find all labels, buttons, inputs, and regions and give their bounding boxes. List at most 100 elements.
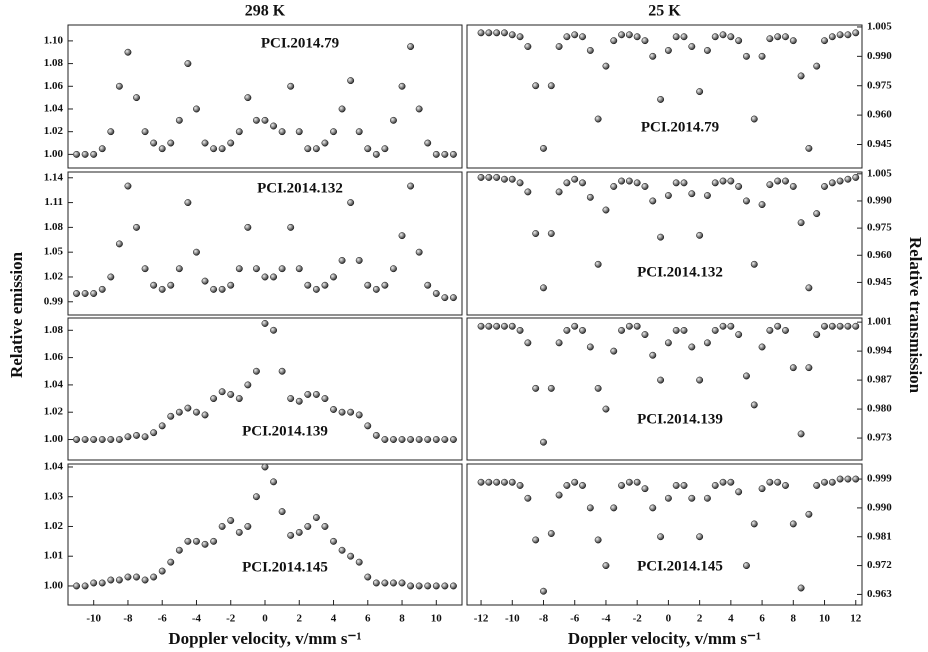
data-point	[372, 285, 380, 293]
data-point	[90, 436, 98, 443]
data-point	[625, 322, 633, 330]
y-tick-label: 0.990	[867, 50, 892, 62]
data-point	[193, 248, 200, 256]
data-point	[633, 179, 641, 187]
data-point	[719, 31, 727, 39]
data-point	[571, 478, 579, 486]
data-point	[73, 582, 81, 590]
x-tick-label: 10	[819, 613, 831, 625]
data-point	[304, 281, 312, 289]
data-point	[449, 436, 457, 443]
data-point	[836, 322, 844, 330]
data-point	[295, 265, 303, 273]
y-tick-label: 0.990	[867, 501, 892, 513]
data-point	[449, 150, 457, 158]
data-point	[844, 322, 852, 330]
data-point	[449, 582, 457, 590]
data-point	[441, 436, 449, 443]
x-tick-label: -6	[570, 613, 580, 625]
data-point	[355, 256, 363, 264]
y-tick-label: 1.00	[44, 433, 64, 445]
data-point	[218, 523, 226, 530]
data-point	[407, 436, 415, 443]
data-point	[73, 150, 81, 158]
x-tick-label: 6	[365, 613, 371, 625]
data-point	[828, 179, 836, 187]
y-tick-label: 0.999	[867, 473, 892, 485]
data-point	[508, 175, 516, 183]
data-point	[295, 128, 303, 136]
y-tick-label: 1.11	[44, 196, 63, 208]
y-tick-label: 1.02	[44, 125, 64, 137]
data-point	[524, 494, 532, 502]
data-point	[158, 145, 166, 153]
data-point	[555, 339, 563, 347]
data-point	[485, 322, 493, 330]
y-tick-label: 1.00	[44, 148, 64, 160]
data-point	[321, 281, 329, 289]
data-point	[415, 248, 423, 256]
data-point	[766, 478, 774, 486]
data-point	[493, 173, 501, 181]
data-point	[719, 322, 727, 330]
y-tick-label: 1.06	[44, 80, 64, 92]
data-point	[680, 179, 688, 187]
data-point	[758, 52, 766, 60]
data-point	[184, 404, 192, 412]
data-point	[227, 391, 235, 398]
data-point	[657, 533, 665, 541]
y-tick-label: 0.975	[867, 222, 892, 234]
data-point	[175, 408, 183, 416]
x-tick-label: 10	[431, 613, 443, 625]
panel-frame	[466, 463, 863, 606]
data-point	[774, 322, 782, 330]
data-point	[821, 37, 828, 45]
x-tick-label: 12	[850, 613, 862, 625]
x-tick-label: -8	[539, 613, 549, 625]
data-point	[287, 82, 295, 90]
data-point	[672, 179, 680, 187]
data-point	[602, 405, 610, 413]
data-point	[278, 367, 286, 375]
data-point	[844, 475, 852, 483]
data-point	[540, 587, 547, 595]
x-tick-label: -8	[123, 613, 133, 625]
data-point	[805, 364, 813, 372]
data-point	[618, 177, 626, 185]
data-point	[398, 579, 406, 587]
data-point	[81, 150, 89, 158]
y-tick-label: 1.04	[44, 103, 64, 115]
data-point	[680, 326, 688, 334]
data-point	[133, 94, 140, 102]
data-point	[657, 95, 665, 103]
data-point	[813, 62, 821, 70]
data-point	[610, 504, 618, 512]
y-axis-label: Relative transmission	[906, 237, 925, 394]
data-point	[774, 478, 782, 486]
data-point	[321, 139, 329, 147]
y-tick-label: 1.005	[867, 20, 892, 32]
data-point	[571, 175, 579, 183]
data-point	[201, 139, 209, 147]
data-point	[672, 326, 680, 334]
data-point	[167, 139, 175, 147]
data-point	[805, 284, 813, 292]
data-point	[852, 29, 860, 37]
panel-label: PCI.2014.132	[637, 264, 723, 280]
data-point	[355, 558, 363, 566]
data-point	[252, 265, 260, 273]
data-point	[586, 47, 594, 54]
data-point	[270, 122, 278, 130]
data-point	[727, 478, 735, 486]
panel-frame	[466, 317, 863, 461]
y-tick-label: 1.02	[44, 520, 64, 532]
data-point	[805, 510, 813, 518]
data-point	[312, 391, 320, 398]
data-point	[312, 145, 320, 153]
data-point	[501, 478, 508, 486]
data-point	[688, 343, 696, 351]
x-tick-label: 2	[697, 613, 703, 625]
data-point	[381, 281, 389, 289]
y-tick-label: 1.00	[44, 579, 64, 591]
